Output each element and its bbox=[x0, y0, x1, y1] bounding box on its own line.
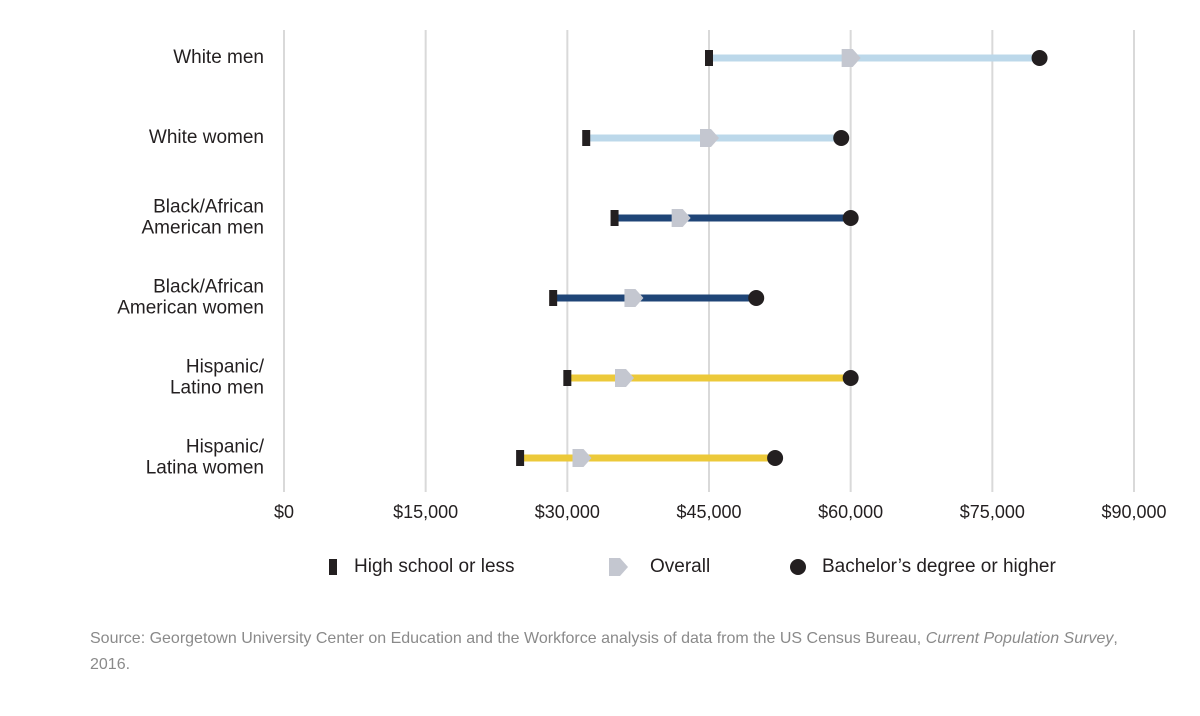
category-label: American men bbox=[142, 218, 265, 239]
category-label: American women bbox=[117, 298, 264, 319]
category-label: Latina women bbox=[146, 458, 264, 479]
x-tick-label: $75,000 bbox=[960, 502, 1025, 522]
data-rows bbox=[516, 49, 1048, 467]
overall-marker bbox=[624, 289, 644, 307]
high-school-marker bbox=[516, 450, 525, 466]
legend-bachelors: Bachelor’s degree or higher bbox=[790, 556, 1056, 577]
bachelors-marker bbox=[842, 370, 859, 386]
high-school-marker bbox=[610, 210, 619, 226]
high-school-marker bbox=[582, 130, 591, 146]
category-label: Latino men bbox=[170, 378, 264, 399]
bachelors-marker bbox=[833, 130, 850, 146]
bachelors-marker bbox=[842, 210, 859, 226]
x-tick-label: $15,000 bbox=[393, 502, 458, 522]
legend: High school or less Overall Bachelor’s deg… bbox=[329, 556, 1056, 577]
legend-high-school: High school or less bbox=[329, 556, 515, 577]
bachelors-marker bbox=[767, 450, 784, 466]
category-label: Hispanic/ bbox=[186, 357, 265, 378]
category-label: White men bbox=[173, 47, 264, 68]
x-axis-ticks: $0 $15,000 $30,000 $45,000 $60,000 $75,000 $90… bbox=[274, 502, 1167, 522]
bachelors-marker bbox=[1031, 50, 1048, 66]
source-italic: Current Population Survey bbox=[925, 630, 1114, 647]
data-row bbox=[563, 369, 859, 387]
bachelors-marker bbox=[748, 290, 765, 306]
x-tick-label: $45,000 bbox=[676, 502, 741, 522]
overall-marker bbox=[700, 129, 719, 147]
overall-marker bbox=[671, 209, 691, 227]
high-school-marker bbox=[549, 290, 558, 306]
legend-label: High school or less bbox=[354, 556, 515, 577]
legend-overall: Overall bbox=[609, 556, 710, 577]
x-tick-label: $0 bbox=[274, 502, 294, 522]
overall-marker bbox=[609, 558, 628, 576]
category-label: Hispanic/ bbox=[186, 437, 265, 458]
legend-label: Overall bbox=[650, 556, 710, 577]
data-row bbox=[549, 289, 765, 307]
category-label: White women bbox=[149, 127, 264, 148]
category-label: Black/African bbox=[153, 277, 264, 298]
high-school-marker bbox=[563, 370, 572, 386]
category-label: Black/African bbox=[153, 197, 264, 218]
high-school-marker bbox=[329, 559, 337, 575]
bachelors-marker bbox=[790, 559, 806, 575]
data-row bbox=[705, 49, 1048, 67]
legend-label: Bachelor’s degree or higher bbox=[822, 556, 1056, 577]
high-school-marker bbox=[705, 50, 713, 66]
overall-marker bbox=[572, 449, 592, 467]
source-note: Source: Georgetown University Center on … bbox=[90, 626, 1160, 678]
overall-marker bbox=[615, 369, 634, 387]
x-tick-label: $60,000 bbox=[818, 502, 883, 522]
overall-marker bbox=[841, 49, 861, 67]
gridlines bbox=[283, 30, 1135, 492]
source-suffix: , 2016. bbox=[90, 630, 1118, 673]
data-row bbox=[516, 449, 784, 467]
data-row bbox=[610, 209, 859, 227]
x-tick-label: $30,000 bbox=[535, 502, 600, 522]
source-prefix: Source: Georgetown University Center on … bbox=[90, 630, 926, 647]
data-row bbox=[582, 129, 850, 147]
x-tick-label: $90,000 bbox=[1101, 502, 1166, 522]
